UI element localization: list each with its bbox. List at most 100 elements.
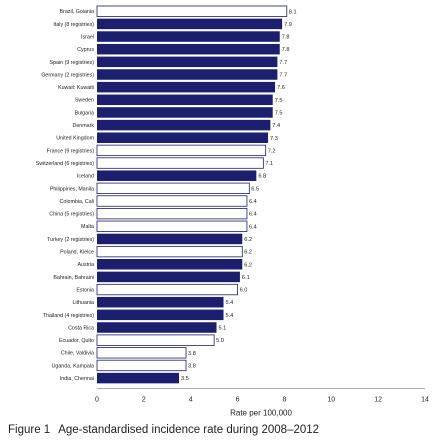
category-label: Cyprus bbox=[77, 47, 94, 53]
value-label: 7.5 bbox=[275, 98, 283, 104]
category-label: Brazil, Goiania bbox=[60, 9, 94, 15]
value-label: 5.4 bbox=[226, 300, 234, 306]
bar bbox=[97, 271, 240, 283]
bar bbox=[96, 157, 264, 169]
bar bbox=[97, 18, 283, 30]
value-label: 6.4 bbox=[249, 224, 257, 230]
value-label: 6.0 bbox=[240, 288, 248, 294]
category-label: France (9 registries) bbox=[47, 148, 95, 154]
value-label: 6.4 bbox=[249, 199, 257, 205]
x-axis-title: Rate per 100,000 bbox=[230, 409, 292, 418]
category-label: Iceland bbox=[77, 174, 94, 180]
value-label: 5.4 bbox=[226, 313, 234, 319]
bar bbox=[96, 195, 248, 207]
category-label: Italy (8 registries) bbox=[53, 22, 94, 28]
value-label: 5.1 bbox=[218, 326, 226, 332]
value-label: 6.1 bbox=[242, 275, 250, 281]
value-label: 3.8 bbox=[188, 351, 196, 357]
category-label: China (5 registries) bbox=[49, 212, 94, 218]
category-label: Lithuania bbox=[72, 300, 94, 306]
value-label: 7.4 bbox=[272, 123, 280, 129]
category-label: Uganda, Kampala bbox=[52, 363, 94, 369]
bar bbox=[96, 144, 267, 157]
x-tick-label: 10 bbox=[327, 397, 335, 404]
category-label: Ecuador, Quito bbox=[59, 338, 94, 344]
category-label: Sweden bbox=[75, 98, 94, 104]
category-labels: Brazil, Goiania Italy (8 registries) Israe… bbox=[36, 9, 95, 382]
category-label: India, Chennai bbox=[60, 376, 94, 382]
value-label: 7.1 bbox=[265, 161, 273, 167]
category-label: Switzerland (6 registries) bbox=[36, 161, 95, 167]
value-label: 5.0 bbox=[216, 338, 224, 344]
x-tick-label: 12 bbox=[374, 397, 382, 404]
bar bbox=[97, 296, 224, 308]
value-label: 6.5 bbox=[251, 186, 259, 192]
x-tick-label: 8 bbox=[282, 397, 286, 404]
bar bbox=[97, 233, 243, 245]
value-label: 7.8 bbox=[282, 47, 290, 53]
bar bbox=[96, 283, 238, 296]
category-label: Kuwait: Kuwaiti bbox=[58, 85, 94, 91]
bar bbox=[96, 207, 248, 220]
value-label: 3.5 bbox=[181, 376, 189, 382]
bar bbox=[97, 81, 276, 93]
category-label: Philippines, Manila bbox=[50, 186, 94, 192]
bar bbox=[97, 132, 269, 143]
value-label: 7.7 bbox=[279, 60, 287, 66]
value-label: 7.3 bbox=[270, 136, 278, 142]
category-label: Chile, Valdivia bbox=[61, 351, 94, 357]
value-label: 7.6 bbox=[277, 85, 285, 91]
bar bbox=[96, 347, 187, 359]
x-tick-label: 6 bbox=[236, 397, 240, 404]
category-label: Malta bbox=[81, 224, 94, 230]
bar bbox=[97, 56, 278, 68]
caption-label: Figure 1 bbox=[8, 424, 51, 436]
category-label: Austria bbox=[78, 262, 95, 268]
value-label: 6.2 bbox=[244, 237, 252, 243]
category-label: Germany (2 registries) bbox=[41, 72, 94, 78]
bar bbox=[96, 334, 215, 346]
category-label: Spain (9 registries) bbox=[50, 60, 95, 66]
category-label: Bulgaria bbox=[75, 110, 94, 116]
bar bbox=[97, 259, 243, 270]
x-tick-label: 14 bbox=[421, 397, 429, 404]
category-label: Poland, Kielce bbox=[60, 250, 94, 256]
bar bbox=[97, 69, 278, 80]
value-label: 6.2 bbox=[244, 250, 252, 256]
bar bbox=[96, 359, 187, 372]
bar bbox=[97, 309, 224, 321]
bar bbox=[97, 322, 217, 333]
bar bbox=[97, 94, 273, 106]
bar bbox=[97, 372, 180, 384]
bar bbox=[97, 107, 273, 118]
value-label: 6.4 bbox=[249, 212, 257, 218]
value-label: 6.8 bbox=[258, 174, 266, 180]
bar bbox=[97, 119, 271, 131]
category-label: Thailand (4 registries) bbox=[43, 313, 94, 319]
figure-caption: Figure 1 Age-standardised incidence rate … bbox=[8, 424, 327, 436]
value-label: 3.8 bbox=[188, 363, 196, 369]
bar bbox=[96, 5, 288, 17]
value-label: 7.8 bbox=[282, 35, 290, 41]
value-labels: 8.1 7.9 7.8 7.8 7.7 7.7 7.6 7.5 7.5 7.4 7.3 7.2 7.1 6… bbox=[181, 9, 297, 382]
x-tick-label: 4 bbox=[189, 397, 193, 404]
category-label: Costa Rica bbox=[68, 325, 94, 331]
value-label: 7.5 bbox=[275, 110, 283, 116]
bar bbox=[96, 182, 250, 195]
bars-group bbox=[96, 5, 288, 384]
category-label: Israel bbox=[81, 34, 94, 40]
category-label: Colombia, Cali bbox=[60, 199, 94, 205]
bar bbox=[96, 220, 248, 232]
category-label: Turkey (2 registries) bbox=[47, 237, 94, 243]
category-label: Bahrain, Bahraini bbox=[53, 275, 94, 281]
bar bbox=[96, 245, 243, 258]
x-tick-label: 0 bbox=[95, 397, 99, 404]
bar bbox=[97, 170, 257, 181]
x-axis-ticks: 0 2 4 6 8 10 12 14 bbox=[95, 397, 429, 404]
value-label: 8.1 bbox=[289, 9, 297, 15]
value-label: 6.2 bbox=[244, 262, 252, 268]
category-label: United Kingdom bbox=[56, 136, 94, 142]
category-label: Estonia bbox=[76, 287, 94, 293]
value-label: 7.7 bbox=[279, 73, 287, 79]
